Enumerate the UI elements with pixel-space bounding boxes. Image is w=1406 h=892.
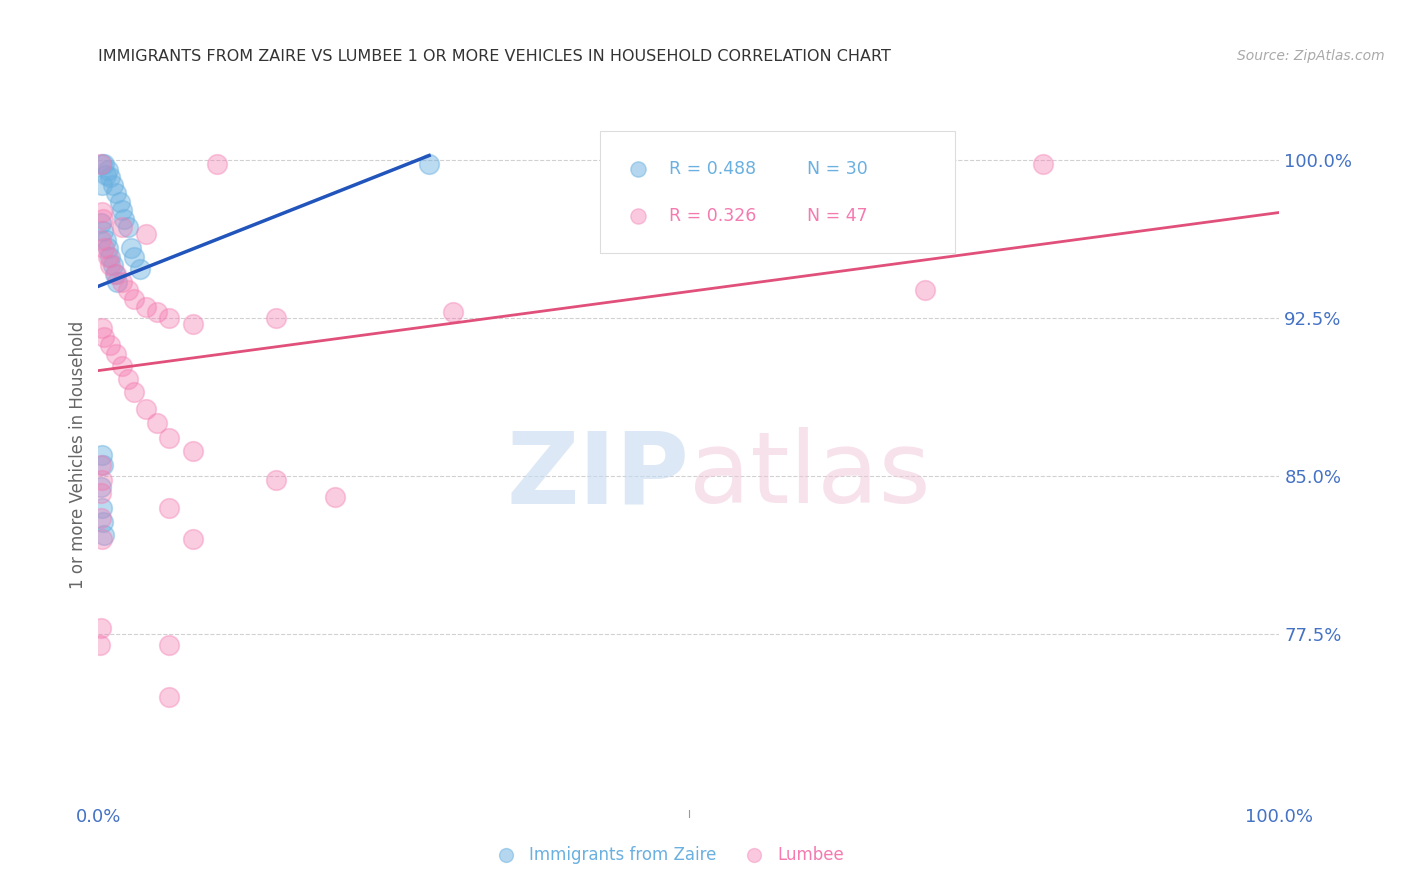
Point (264, 473, 287, 487)
Point (91, 458, 114, 473)
Point (157, 690, 180, 705)
Text: Immigrants from Zaire: Immigrants from Zaire (530, 846, 717, 864)
Point (101, 178, 124, 192)
Text: R = 0.488: R = 0.488 (669, 160, 756, 178)
Point (90, 486, 112, 500)
Point (98, 338, 121, 352)
Point (98, 169, 121, 184)
Point (90, 458, 112, 473)
Point (90, 621, 112, 635)
Point (914, 284, 936, 298)
Point (1032, 157, 1054, 171)
Point (128, 262, 150, 277)
Point (111, 275, 134, 289)
Point (101, 258, 124, 272)
Point (90, 233, 112, 247)
Point (117, 284, 139, 298)
Point (135, 227, 157, 241)
Point (117, 372, 139, 386)
Point (91, 448, 114, 462)
Text: N = 47: N = 47 (807, 207, 868, 225)
Point (181, 443, 204, 458)
Point (105, 275, 128, 289)
Point (146, 304, 169, 318)
Point (122, 292, 145, 306)
Point (91, 473, 114, 487)
Point (112, 211, 135, 226)
Point (91, 178, 114, 192)
Point (146, 417, 169, 431)
Point (111, 359, 134, 374)
Point (90, 479, 112, 493)
Point (108, 194, 131, 209)
Point (97, 163, 120, 178)
Point (157, 638, 180, 652)
Point (90, 511, 112, 525)
Point (181, 533, 204, 547)
Point (91, 211, 114, 226)
Point (122, 384, 145, 399)
Point (678, 220, 700, 235)
Point (91, 205, 114, 219)
FancyBboxPatch shape (600, 131, 955, 253)
Point (89, 638, 111, 652)
Point (181, 317, 204, 331)
Point (91, 321, 114, 335)
Point (135, 301, 157, 315)
Text: atlas: atlas (689, 427, 931, 524)
Point (93, 157, 115, 171)
Point (105, 267, 128, 281)
Point (98, 258, 121, 272)
Point (90, 216, 112, 230)
Point (97, 241, 120, 255)
Point (93, 241, 115, 255)
Point (91, 500, 114, 515)
Point (90, 157, 112, 171)
Point (111, 203, 134, 218)
Point (91, 533, 114, 547)
Point (93, 528, 115, 542)
Point (91, 516, 114, 530)
Text: IMMIGRANTS FROM ZAIRE VS LUMBEE 1 OR MORE VEHICLES IN HOUSEHOLD CORRELATION CHAR: IMMIGRANTS FROM ZAIRE VS LUMBEE 1 OR MOR… (98, 49, 891, 64)
Point (418, 157, 440, 171)
Point (111, 220, 134, 235)
Point (105, 347, 128, 361)
Point (157, 310, 180, 325)
Text: R = 0.326: R = 0.326 (669, 207, 756, 225)
Point (93, 330, 115, 344)
Point (94, 168, 117, 182)
Point (157, 431, 180, 445)
Point (97, 250, 120, 264)
Point (91, 157, 114, 171)
Point (135, 401, 157, 416)
Point (121, 241, 143, 255)
Point (323, 490, 346, 504)
Point (441, 304, 464, 318)
Text: N = 30: N = 30 (807, 160, 868, 178)
Point (104, 267, 127, 281)
Text: Source: ZipAtlas.com: Source: ZipAtlas.com (1237, 49, 1385, 63)
Point (157, 500, 180, 515)
Point (205, 157, 228, 171)
Point (122, 250, 145, 264)
Point (98, 250, 121, 264)
Point (94, 233, 117, 247)
Point (105, 186, 128, 201)
Point (91, 224, 114, 238)
Text: ZIP: ZIP (506, 427, 689, 524)
Point (117, 220, 139, 235)
Text: Lumbee: Lumbee (778, 846, 844, 864)
Y-axis label: 1 or more Vehicles in Household: 1 or more Vehicles in Household (69, 321, 87, 589)
Point (264, 310, 287, 325)
